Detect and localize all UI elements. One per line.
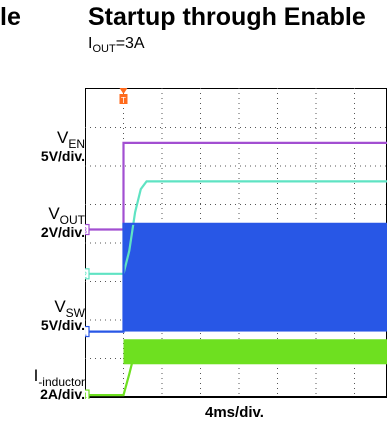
- ven-trace: [85, 141, 387, 231]
- vsw-trace: [85, 222, 387, 333]
- chart-subtitle: IOUT=3A: [88, 35, 145, 55]
- subtitle-sub: OUT: [92, 43, 116, 55]
- subtitle-rest: =3A: [115, 35, 145, 52]
- ven-channel-number: 3: [85, 226, 87, 236]
- vout-channel-marker: [85, 268, 90, 280]
- vsw-channel-marker: [85, 325, 90, 338]
- iind-label-sub: -inductor: [38, 375, 85, 389]
- ven-label-sub: EN: [68, 137, 85, 151]
- trigger-arrow-icon: [119, 88, 128, 94]
- chart-title: Startup through Enable: [88, 3, 366, 31]
- ven-channel-marker: [85, 223, 90, 236]
- vsw-switching-band: [123, 223, 387, 332]
- iinductor-channel-number: 4: [85, 391, 87, 399]
- iind-label: I-inductor 2A/div.: [34, 366, 85, 402]
- iinductor-trace: [85, 345, 387, 397]
- x-axis-scale: 4ms/div.: [205, 404, 264, 421]
- switching-bands: [123, 223, 387, 365]
- vout-channel-number: 2: [85, 270, 87, 280]
- vsw-label: VSW 5V/div.: [41, 297, 85, 333]
- truncated-title-fragment: le: [0, 3, 21, 31]
- vout-scale: 2V/div.: [40, 224, 85, 240]
- vsw-label-sub: SW: [65, 306, 85, 320]
- trigger-box: [119, 94, 128, 104]
- ven-label: VEN 5V/div.: [41, 128, 85, 164]
- vsw-channel-number: 1: [85, 328, 87, 338]
- oscilloscope-plot: 3 2 1 4 T: [85, 88, 387, 399]
- vsw-scale: 5V/div.: [40, 317, 85, 333]
- ven-label-main: V: [56, 128, 69, 147]
- ven-scale: 5V/div.: [40, 148, 85, 164]
- trigger-marker: T: [119, 88, 128, 105]
- vout-label: VOUT 2V/div.: [41, 204, 85, 240]
- iind-scale: 2A/div.: [40, 386, 85, 402]
- vout-label-sub: OUT: [59, 213, 85, 227]
- iinductor-switching-band: [123, 339, 387, 365]
- vout-label-main: V: [48, 204, 60, 223]
- trigger-label: T: [121, 96, 126, 105]
- iind-label-main: I: [33, 366, 39, 385]
- vsw-label-main: V: [54, 297, 66, 316]
- traces: [85, 141, 387, 397]
- subtitle-main: I: [88, 35, 93, 52]
- iinductor-channel-marker: [85, 389, 90, 399]
- channel-markers: 3 2 1 4 T: [85, 88, 128, 399]
